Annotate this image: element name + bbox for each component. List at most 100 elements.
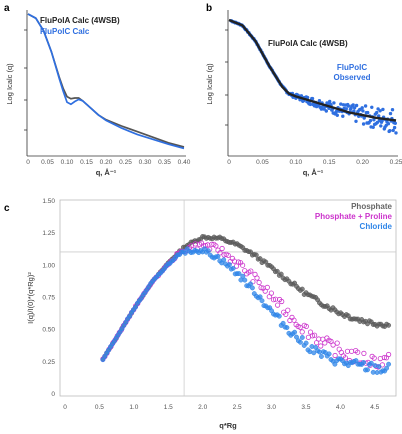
- panel-c-point: [376, 364, 382, 370]
- panel-c-point: [334, 340, 340, 346]
- panel-b-observed-point: [352, 109, 356, 113]
- panel-c-x-axis-label: q*Rg: [219, 421, 237, 430]
- panel-b-observed-point: [351, 103, 355, 107]
- panel-c-point: [257, 294, 263, 300]
- panel-c-point: [299, 286, 305, 292]
- panel-b-calc-line: [228, 18, 397, 122]
- panel-b-x-tick-label: 0.10: [289, 159, 302, 166]
- panel-c-point: [285, 307, 291, 313]
- panel-b-observed-point: [354, 103, 359, 108]
- panel-c-point: [336, 346, 342, 352]
- panel-c-point: [236, 271, 242, 277]
- panel-c-point: [248, 281, 253, 287]
- panel-c-point: [303, 340, 309, 346]
- panel-b-x-tick-label: 0.15: [323, 159, 336, 166]
- panel-a-series: [27, 13, 185, 150]
- panel-b-x-tick-labels: 0 0.05 0.10 0.15 0.20 0.25: [227, 159, 402, 166]
- panel-c-point: [230, 265, 236, 271]
- panel-c-x-tick-label: 3.0: [267, 404, 276, 411]
- panel-c-frame: [59, 199, 397, 397]
- panel-c-point: [284, 325, 290, 331]
- panel-b-observed-point: [360, 106, 364, 110]
- panel-c-point: [268, 290, 274, 296]
- panel-c-point: [371, 355, 377, 361]
- panel-c-y-tick-label: 1.00: [42, 262, 55, 269]
- panel-c-x-tick-label: 0: [63, 404, 67, 411]
- panel-a-x-axis-label: q, Å⁻¹: [96, 168, 117, 177]
- panel-c-point: [264, 284, 270, 290]
- panel-label-b: b: [206, 3, 212, 14]
- panel-c-point: [292, 329, 298, 335]
- panel-c-point: [274, 302, 281, 308]
- panel-b-observed-point: [324, 109, 328, 113]
- panel-b-observed-point: [368, 118, 373, 123]
- panel-c-x-tick-label: 4.5: [370, 404, 379, 411]
- panel-b-observed-point: [332, 101, 336, 105]
- panel-b-observed-point: [392, 125, 397, 130]
- panel-c-point: [342, 355, 348, 361]
- panel-b-observed-point: [339, 102, 343, 106]
- panel-c-point: [309, 333, 316, 339]
- panel-c-y-tick-label: 0.75: [42, 295, 55, 302]
- panel-c-y-tick-label: 0.25: [42, 359, 55, 366]
- panel-b-observed-point: [391, 128, 395, 133]
- panel-a-x-tick-label: 0.25: [119, 159, 132, 166]
- panel-c-point: [280, 320, 286, 326]
- panel-c-point: [355, 349, 361, 355]
- panel-c-y-tick-label: 1.25: [42, 230, 55, 237]
- panel-b-observed-point: [341, 114, 345, 118]
- panel-c-x-tick-label: 2.5: [233, 404, 242, 411]
- panel-b-observed-point: [361, 122, 366, 126]
- panel-c-point: [249, 285, 255, 291]
- panel-b-observed-point: [381, 107, 385, 112]
- panel-c-point: [240, 273, 246, 279]
- panel-a-x-tick-labels: 0 0.05 0.10 0.15 0.20 0.25 0.30 0.35 0.40: [26, 159, 191, 166]
- panel-a-legend-2: FluPolC Calc: [40, 27, 90, 36]
- panel-c-point: [205, 248, 211, 254]
- panel-c-point: [381, 354, 387, 361]
- panel-c-y-tick-labels: 0 0.25 0.50 0.75 1.00 1.25 1.50: [42, 198, 55, 398]
- panel-b-observed-point: [354, 119, 358, 124]
- panel-c-point: [279, 298, 285, 305]
- panel-a-legend-1: FluPolA Calc (4WSB): [40, 16, 120, 25]
- panel-c-point: [253, 252, 259, 258]
- panel-b-legend-2b: Observed: [334, 73, 371, 82]
- panel-c-point: [240, 262, 246, 268]
- panel-label-c: c: [4, 203, 10, 214]
- panel-b-observed-point: [393, 121, 397, 126]
- panel-a-x-tick-label: 0.30: [139, 159, 152, 166]
- panel-c-legend-1: Phosphate: [351, 202, 392, 211]
- panel-b-x-axis-label: q, Å⁻¹: [303, 168, 324, 177]
- panel-c-point: [215, 253, 221, 259]
- panel-c-point: [242, 277, 248, 283]
- panel-a-y-ticks: [24, 29, 27, 131]
- panel-c-legend-2: Phosphate + Proline: [315, 212, 393, 221]
- panel-b-observed-point: [328, 99, 332, 104]
- panel-a-series-line-1: [27, 13, 185, 150]
- panel-b-observed-point: [388, 129, 392, 133]
- panel-c-y-tick-label: 0.50: [42, 327, 55, 334]
- panel-c-point: [318, 343, 324, 349]
- panel-c-series-1: [100, 240, 392, 370]
- panel-a-x-tick-label: 0.35: [158, 159, 171, 166]
- panel-c-point: [259, 298, 265, 304]
- panel-c-point: [297, 324, 303, 330]
- panel-c-series: [100, 234, 392, 375]
- panel-b-observed-point: [390, 108, 395, 112]
- panel-b-observed-point: [394, 131, 398, 135]
- panel-c-point: [225, 252, 231, 258]
- panel-b-observed-point: [335, 113, 339, 118]
- panel-b-observed-point: [371, 125, 375, 129]
- panel-a: 0 0.05 0.10 0.15 0.20 0.25 0.30 0.35 0.40 Log Ic…: [5, 10, 191, 177]
- panel-c-point: [133, 304, 138, 310]
- panel-b-y-axis-label: Log Icalc (q): [205, 63, 214, 105]
- panel-c-x-tick-labels: 0 0.5 1.0 1.5 2.0 2.5 3.0 3.5 4.0 4.5: [63, 404, 379, 411]
- panel-c-point: [365, 367, 370, 373]
- panel-c-point: [283, 311, 289, 317]
- panel-c-x-tick-label: 2.0: [198, 404, 207, 411]
- panel-c-point: [274, 268, 280, 274]
- panel-c-point: [361, 350, 367, 356]
- panel-b-observed-point: [346, 104, 351, 108]
- panel-c-point: [303, 323, 309, 329]
